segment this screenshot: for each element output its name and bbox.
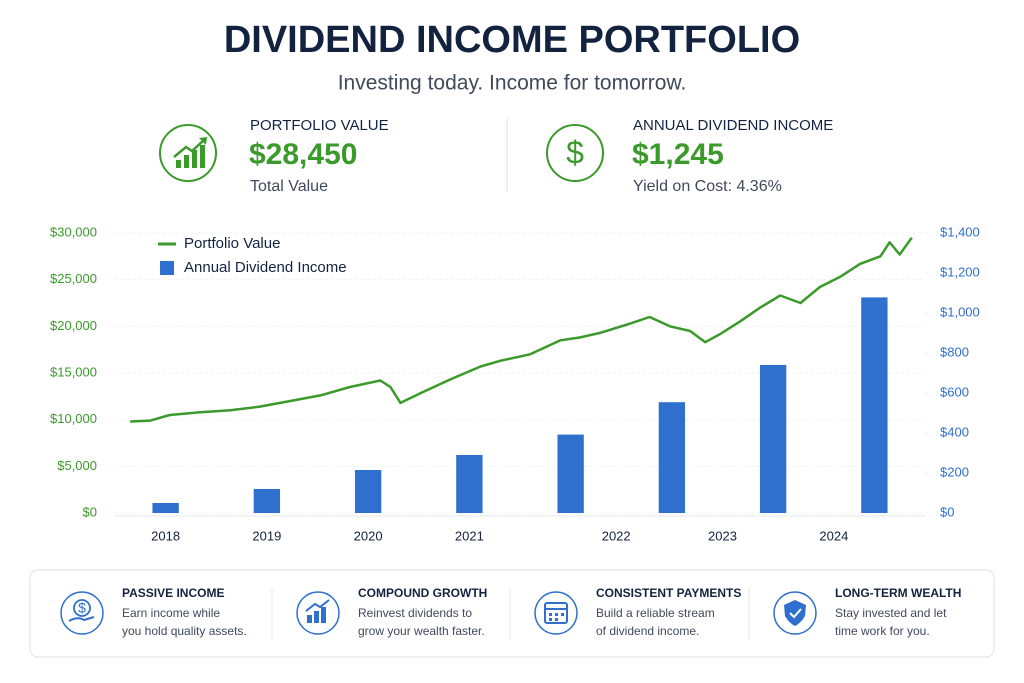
legend-label: Annual Dividend Income <box>184 259 347 276</box>
y-tick-label: $25,000 <box>50 271 97 286</box>
kpi-portfolio: PORTFOLIO VALUE $28,450 Total Value <box>159 117 389 195</box>
feature-title: CONSISTENT PAYMENTS <box>596 586 741 600</box>
kpi-caption: Total Value <box>250 178 328 195</box>
bar <box>152 503 179 513</box>
feature-text: you hold quality assets. <box>122 624 247 638</box>
y-tick-label: $10,000 <box>50 411 97 426</box>
x-tick-label: 2021 <box>455 528 484 543</box>
bar <box>759 365 787 513</box>
chart: $0 $5,000 $10,000 $15,000 $20,000 $25,000 $30,… <box>50 224 980 543</box>
feature-title: PASSIVE INCOME <box>122 586 224 600</box>
kpi-icon <box>546 124 604 182</box>
feature-text: Build a reliable stream <box>596 606 715 620</box>
legend-swatch <box>160 261 174 275</box>
y2-tick-label: $800 <box>940 344 969 359</box>
title: DIVIDEND INCOME PORTFOLIO <box>224 19 800 61</box>
y-tick-label: $15,000 <box>50 364 97 379</box>
y2-tick-label: $600 <box>940 384 969 399</box>
y2-tick-label: $200 <box>940 464 969 479</box>
feature-icon: $ <box>68 599 95 622</box>
kpi-value: $1,245 <box>632 138 724 171</box>
subtitle: Investing today. Income for tomorrow. <box>338 72 687 95</box>
feature-icon-ring <box>60 591 104 635</box>
feature-icon <box>784 600 806 626</box>
bar <box>557 434 584 513</box>
feature-title: COMPOUND GROWTH <box>358 586 487 600</box>
kpi-label: PORTFOLIO VALUE <box>250 117 389 134</box>
y-tick-label: $5,000 <box>57 458 97 473</box>
kpi-dividend: $ ANNUAL DIVIDEND INCOME $1,245 Yield on… <box>546 117 833 195</box>
feature-icon <box>305 599 330 623</box>
y2-tick-label: $1,200 <box>940 264 980 279</box>
y2-tick-label: $0 <box>940 504 954 519</box>
y-tick-label: $0 <box>83 504 97 519</box>
y2-tick-label: $1,000 <box>940 304 980 319</box>
y-tick-label: $20,000 <box>50 318 97 333</box>
x-tick-label: 2020 <box>354 528 383 543</box>
x-tick-label: 2019 <box>252 528 281 543</box>
feature-icon <box>544 602 568 624</box>
feature-text: Stay invested and let <box>835 606 947 620</box>
x-tick-label: 2018 <box>151 528 180 543</box>
dollar-icon: $ <box>566 134 584 170</box>
feature-text: Earn income while <box>122 606 220 620</box>
bar <box>253 489 281 513</box>
chart-icon <box>173 137 207 168</box>
y2-tick-label: $1,400 <box>940 224 980 239</box>
line <box>130 236 913 423</box>
kpi-value: $28,450 <box>249 138 357 171</box>
feature-text: Reinvest dividends to <box>358 606 472 620</box>
kpi-icon <box>159 124 217 182</box>
bar <box>354 470 382 513</box>
bar <box>861 297 888 513</box>
kpi-label: ANNUAL DIVIDEND INCOME <box>633 117 833 134</box>
legend-label: Portfolio Value <box>184 235 280 252</box>
feature-text: grow your wealth faster. <box>358 624 485 638</box>
kpi-caption: Yield on Cost: 4.36% <box>633 178 782 195</box>
svg-text:$: $ <box>78 600 86 616</box>
y2-tick-label: $400 <box>940 424 969 439</box>
y-tick-label: $30,000 <box>50 224 97 239</box>
features-panel <box>29 569 995 658</box>
feature-text: of dividend income. <box>596 624 699 638</box>
bar <box>456 455 483 513</box>
feature-text: time work for you. <box>835 624 930 638</box>
x-tick-label: 2024 <box>819 528 848 543</box>
x-tick-label: 2022 <box>602 528 631 543</box>
x-tick-label: 2023 <box>708 528 737 543</box>
features: $ PASSIVE INCOME Earn income while you hold… <box>60 586 961 640</box>
bar <box>658 402 686 513</box>
feature-title: LONG-TERM WEALTH <box>835 586 961 600</box>
